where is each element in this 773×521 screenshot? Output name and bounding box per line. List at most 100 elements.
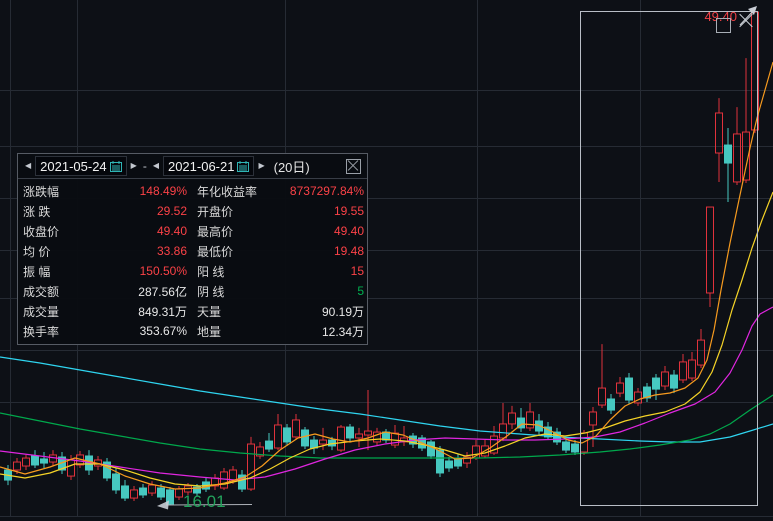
candle-body-up	[274, 424, 282, 449]
candle	[454, 454, 462, 469]
candle-body-down	[427, 441, 435, 457]
candle-body-down	[562, 441, 570, 451]
stat-value: 5	[357, 284, 364, 298]
candle	[238, 470, 246, 493]
end-date-prev-icon[interactable]: ◀	[152, 161, 159, 170]
candle-body-down	[607, 398, 615, 411]
candle-body-down	[724, 144, 732, 164]
stats-row: 均 价 33.86 最低价 19.48	[18, 241, 367, 261]
candle-body-up	[499, 423, 507, 439]
candle-body-up	[175, 488, 183, 498]
stats-row: 换手率 353.67% 地量 12.34万	[18, 321, 367, 341]
ma-yellow	[0, 191, 773, 487]
candle	[706, 206, 714, 308]
end-date-next-icon[interactable]: ▶	[258, 161, 265, 170]
candle-body-up	[256, 446, 264, 457]
candle	[742, 58, 750, 183]
candle-body-up	[508, 412, 516, 425]
stat-value: 287.56亿	[138, 284, 187, 299]
stats-rows: 涨跌幅 148.49% 年化收益率 8737297.84% 涨 跌 29.52 开盘价 19.…	[18, 179, 367, 344]
candle-body-up	[661, 371, 669, 387]
candle	[679, 353, 687, 384]
candle-body-up	[733, 133, 741, 183]
candle	[589, 406, 597, 447]
stat-value: 353.67%	[139, 324, 187, 338]
stat-label: 年化收益率	[197, 184, 258, 199]
stat-label: 换手率	[23, 324, 60, 339]
end-date-field[interactable]: 2021-06-21	[162, 156, 255, 176]
candle-body-down	[643, 386, 651, 399]
candle	[688, 352, 696, 381]
selection-rect[interactable]	[580, 11, 758, 506]
ma-cyan	[0, 356, 773, 443]
candle-body-up	[22, 457, 30, 467]
candle	[337, 424, 345, 452]
candle	[427, 440, 435, 459]
stat-label: 成交量	[23, 304, 60, 319]
candle	[652, 374, 660, 401]
candle	[562, 436, 570, 454]
candle	[283, 423, 291, 446]
candle-body-up	[247, 443, 255, 490]
candle-body-down	[238, 474, 246, 490]
candle-body-down	[193, 486, 201, 494]
candle	[211, 473, 219, 490]
stat-value: 49.40	[156, 224, 187, 238]
stat-label: 最高价	[197, 224, 234, 239]
candle-body-down	[40, 458, 48, 464]
candle	[715, 98, 723, 182]
start-date-next-icon[interactable]: ▶	[130, 161, 137, 170]
candle-body-up	[616, 382, 624, 394]
stat-value: 12.34万	[321, 324, 364, 339]
candle-body-down	[517, 417, 525, 429]
date-separator: -	[142, 159, 147, 173]
panel-close-icon[interactable]	[346, 158, 361, 174]
stat-value: 19.55	[333, 204, 364, 218]
start-date-prev-icon[interactable]: ◀	[25, 161, 32, 170]
candle-body-up	[319, 439, 327, 445]
candle-body-up	[481, 445, 489, 457]
candle	[733, 107, 741, 186]
stat-value: 90.19万	[321, 304, 364, 319]
stat-label: 均 价	[23, 244, 51, 259]
start-date-field[interactable]: 2021-05-24	[35, 156, 127, 176]
stat-label: 阳 线	[197, 264, 225, 279]
candle-body-up	[679, 361, 687, 381]
stat-label: 开盘价	[197, 204, 234, 219]
candle-body-up	[292, 419, 300, 438]
candle	[31, 450, 39, 468]
stat-label: 最低价	[197, 244, 234, 259]
candle	[598, 344, 606, 408]
candle-body-up	[490, 435, 498, 454]
ma-green	[0, 394, 773, 459]
candle	[616, 376, 624, 398]
candle-body-down	[157, 487, 165, 498]
zoom-region-icon[interactable]	[716, 18, 731, 33]
candle	[382, 428, 390, 443]
candle	[490, 426, 498, 455]
candle	[292, 414, 300, 441]
candle	[364, 389, 372, 451]
stat-value: 33.86	[156, 244, 187, 258]
stat-label: 振 幅	[23, 264, 51, 279]
stat-label: 地量	[197, 324, 222, 339]
calendar-icon[interactable]	[109, 160, 122, 172]
candle	[166, 486, 174, 505]
calendar-icon[interactable]	[237, 160, 250, 172]
stats-row: 涨跌幅 148.49% 年化收益率 8737297.84%	[18, 181, 367, 201]
candle	[445, 457, 453, 472]
candle	[40, 451, 48, 468]
candle-body-down	[625, 377, 633, 401]
candle	[670, 370, 678, 394]
stat-value: 150.50%	[139, 264, 187, 278]
stat-value: 849.31万	[138, 304, 187, 319]
stat-label: 涨 跌	[23, 204, 51, 219]
stat-label: 天量	[197, 304, 222, 319]
candle-body-up	[355, 433, 363, 439]
low-label-leader-line	[165, 504, 253, 506]
selection-close-icon[interactable]	[738, 13, 754, 29]
candle-body-down	[166, 489, 174, 505]
candle	[310, 436, 318, 455]
candle-body-down	[121, 485, 129, 499]
